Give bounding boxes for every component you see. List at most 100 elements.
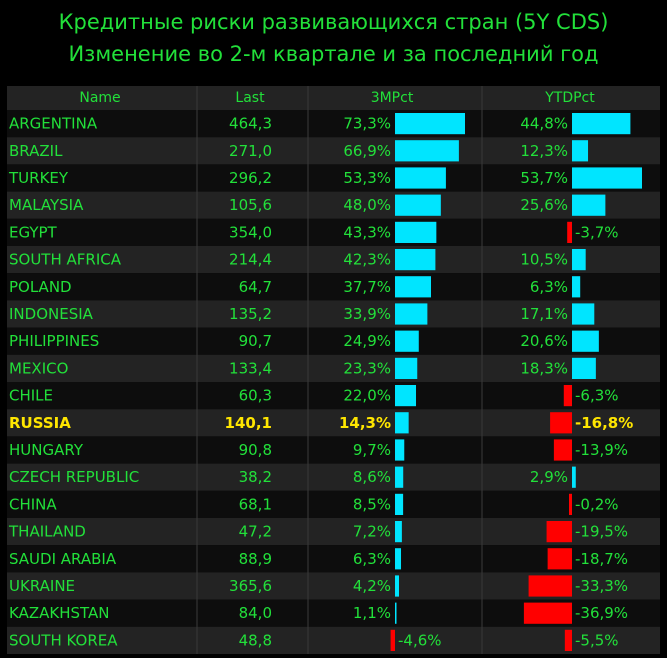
label-3m: 37,7% [343, 278, 391, 296]
label-ytd: -36,9% [575, 604, 628, 622]
label-ytd: 18,3% [520, 359, 568, 377]
label-3m: 48,0% [343, 196, 391, 214]
bar-ytd [567, 221, 572, 243]
bar-ytd [523, 602, 572, 624]
label-3m: 24,9% [343, 332, 391, 350]
bar-ytd [564, 629, 572, 651]
label-3m: 66,9% [343, 142, 391, 160]
table-row-bg [7, 490, 660, 518]
last-value: 214,4 [229, 251, 272, 269]
label-3m: 33,9% [343, 305, 391, 323]
bar-3m [395, 249, 436, 271]
country-name: CZECH REPUBLIC [9, 468, 139, 486]
label-ytd: 25,6% [520, 196, 568, 214]
label-3m: 43,3% [343, 223, 391, 241]
bar-ytd [572, 113, 631, 135]
bar-3m [390, 629, 395, 651]
label-3m: -4,6% [398, 631, 442, 649]
bar-ytd [569, 493, 572, 515]
bar-3m [395, 221, 437, 243]
label-ytd: -13,9% [575, 441, 628, 459]
bar-ytd [546, 521, 572, 543]
last-value: 60,3 [239, 387, 272, 405]
table-header-bg [7, 86, 660, 110]
bar-ytd [572, 167, 642, 189]
bar-3m [395, 466, 404, 488]
country-name: MEXICO [9, 359, 68, 377]
bar-3m [395, 330, 419, 352]
label-3m: 4,2% [353, 577, 391, 595]
last-value: 464,3 [229, 115, 272, 133]
bar-3m [395, 575, 400, 597]
table-row-bg [7, 300, 660, 328]
label-ytd: -3,7% [575, 223, 619, 241]
label-3m: 23,3% [343, 359, 391, 377]
table-row-bg [7, 164, 660, 192]
chart-title: Кредитные риски развивающихся стран (5Y … [58, 10, 609, 34]
label-3m: 42,3% [343, 251, 391, 269]
bar-ytd [563, 385, 572, 407]
label-ytd: -0,2% [575, 495, 619, 513]
column-header-3mpct: 3MPct [371, 90, 414, 106]
country-name: BRAZIL [9, 142, 63, 160]
label-ytd: 53,7% [520, 169, 568, 187]
country-name: MALAYSIA [9, 196, 84, 214]
last-value: 140,1 [225, 414, 272, 432]
last-value: 47,2 [239, 523, 272, 541]
chart-subtitle: Изменение во 2-м квартале и за последний… [68, 42, 599, 66]
last-value: 38,2 [239, 468, 272, 486]
label-3m: 53,3% [343, 169, 391, 187]
bar-3m [395, 194, 441, 216]
last-value: 64,7 [239, 278, 272, 296]
bar-3m [395, 385, 417, 407]
bar-3m [395, 303, 428, 325]
label-ytd: -33,3% [575, 577, 628, 595]
table-row-bg [7, 246, 660, 274]
bar-3m [395, 113, 465, 135]
label-ytd: 12,3% [520, 142, 568, 160]
label-3m: 73,3% [343, 115, 391, 133]
last-value: 68,1 [239, 495, 272, 513]
column-header-last: Last [235, 90, 265, 106]
country-name: SAUDI ARABIA [9, 550, 117, 568]
table-row-bg [7, 137, 660, 165]
bar-ytd [528, 575, 572, 597]
bar-3m [395, 276, 432, 298]
label-ytd: -19,5% [575, 523, 628, 541]
last-value: 105,6 [229, 196, 272, 214]
bar-3m [395, 357, 418, 379]
label-ytd: -16,8% [575, 414, 633, 432]
table-row-bg [7, 626, 660, 654]
last-value: 48,8 [239, 631, 272, 649]
country-name: POLAND [9, 278, 72, 296]
last-value: 133,4 [229, 359, 272, 377]
country-name: THAILAND [8, 523, 86, 541]
label-3m: 1,1% [353, 604, 391, 622]
bar-ytd [572, 303, 595, 325]
table-row-bg [7, 327, 660, 355]
last-value: 271,0 [229, 142, 272, 160]
table-row-bg [7, 382, 660, 410]
last-value: 88,9 [239, 550, 272, 568]
country-name: INDONESIA [9, 305, 94, 323]
column-header-ytdpct: YTDPct [544, 90, 595, 106]
country-name: CHINA [9, 495, 57, 513]
country-name: UKRAINE [9, 577, 75, 595]
bar-3m [395, 602, 397, 624]
bar-ytd [553, 439, 572, 461]
table-row-bg [7, 463, 660, 491]
country-name: SOUTH KOREA [9, 631, 118, 649]
bar-ytd [550, 412, 572, 434]
label-ytd: 17,1% [520, 305, 568, 323]
table-row-bg [7, 218, 660, 246]
bar-ytd [572, 466, 576, 488]
country-name: ARGENTINA [9, 115, 98, 133]
bar-ytd [572, 276, 581, 298]
last-value: 135,2 [229, 305, 272, 323]
last-value: 354,0 [229, 223, 272, 241]
bar-ytd [572, 194, 606, 216]
bar-3m [395, 439, 405, 461]
last-value: 296,2 [229, 169, 272, 187]
label-ytd: -18,7% [575, 550, 628, 568]
